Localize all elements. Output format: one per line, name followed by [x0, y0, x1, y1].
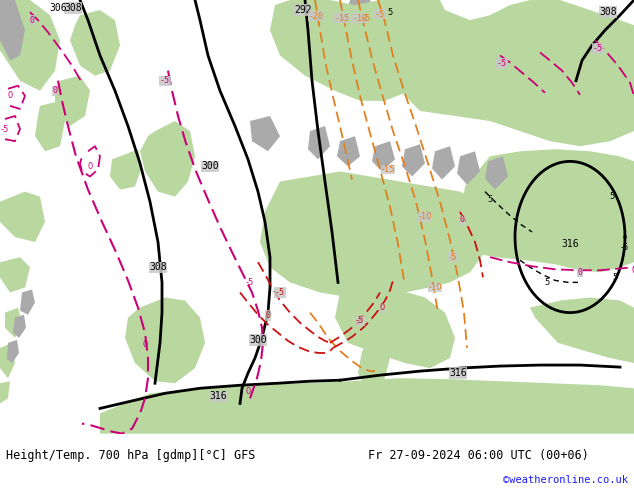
Polygon shape	[140, 121, 195, 196]
Text: Fr 27-09-2024 06:00 UTC (00+06): Fr 27-09-2024 06:00 UTC (00+06)	[368, 448, 588, 462]
Text: 0: 0	[460, 215, 465, 224]
Text: -5: -5	[356, 316, 364, 325]
Text: 0: 0	[631, 266, 634, 275]
Polygon shape	[125, 297, 205, 383]
Text: ©weatheronline.co.uk: ©weatheronline.co.uk	[503, 475, 628, 486]
Polygon shape	[0, 192, 45, 242]
Polygon shape	[0, 381, 10, 403]
Text: Height/Temp. 700 hPa [gdmp][°C] GFS: Height/Temp. 700 hPa [gdmp][°C] GFS	[6, 448, 256, 462]
Text: 300: 300	[201, 161, 219, 172]
Polygon shape	[270, 0, 450, 101]
Text: 0: 0	[8, 91, 13, 100]
Text: 0: 0	[143, 341, 148, 349]
Text: 316: 316	[449, 368, 467, 378]
Polygon shape	[5, 308, 22, 338]
Text: 308: 308	[149, 262, 167, 272]
Polygon shape	[55, 75, 90, 126]
Text: 308: 308	[599, 7, 617, 17]
Text: 316: 316	[561, 239, 579, 249]
Polygon shape	[20, 290, 35, 315]
Text: 5: 5	[545, 278, 550, 287]
Polygon shape	[7, 340, 19, 363]
Polygon shape	[485, 156, 508, 190]
Text: -5: -5	[160, 76, 170, 85]
Text: -5: -5	[593, 44, 603, 53]
Text: 0: 0	[379, 303, 385, 312]
Text: 5: 5	[387, 8, 392, 17]
Text: 0: 0	[53, 86, 58, 95]
Text: 0: 0	[245, 387, 250, 396]
Text: 5: 5	[612, 273, 618, 282]
Text: -5: -5	[275, 288, 285, 297]
Text: 308: 308	[64, 3, 82, 13]
Polygon shape	[530, 297, 634, 363]
Text: -10: -10	[418, 212, 432, 221]
Text: 316: 316	[209, 392, 227, 401]
Text: -15: -15	[335, 14, 349, 23]
Text: 0: 0	[30, 16, 34, 24]
Text: -5: -5	[246, 278, 254, 287]
Polygon shape	[432, 146, 455, 179]
Text: -10: -10	[428, 283, 442, 292]
Text: -5: -5	[375, 10, 385, 19]
Polygon shape	[457, 151, 480, 185]
Polygon shape	[260, 172, 490, 297]
Polygon shape	[335, 288, 455, 368]
Text: 306: 306	[49, 3, 67, 13]
Polygon shape	[0, 0, 60, 91]
Text: 0: 0	[578, 268, 583, 277]
Polygon shape	[100, 378, 634, 434]
Text: 0: 0	[87, 162, 93, 171]
Polygon shape	[0, 343, 15, 378]
Text: -5: -5	[449, 253, 457, 262]
Text: 300: 300	[249, 335, 267, 345]
Text: -5: -5	[363, 14, 371, 23]
Polygon shape	[70, 10, 120, 75]
Polygon shape	[390, 0, 634, 131]
Text: 5: 5	[488, 195, 493, 204]
Text: -15: -15	[381, 165, 395, 174]
Polygon shape	[402, 144, 425, 176]
Text: -10: -10	[353, 14, 368, 23]
Text: -20: -20	[309, 12, 323, 21]
Text: -5: -5	[621, 243, 629, 251]
Polygon shape	[358, 338, 390, 393]
Polygon shape	[0, 0, 25, 60]
Polygon shape	[372, 141, 395, 171]
Polygon shape	[0, 257, 30, 293]
Polygon shape	[308, 126, 330, 159]
Text: 0: 0	[266, 311, 271, 320]
Polygon shape	[337, 136, 360, 167]
Polygon shape	[390, 0, 440, 50]
Text: 292: 292	[294, 5, 312, 15]
Polygon shape	[35, 101, 65, 151]
Text: -5: -5	[497, 59, 507, 68]
Text: -5: -5	[1, 124, 9, 134]
Polygon shape	[345, 0, 380, 35]
Polygon shape	[460, 149, 634, 272]
Polygon shape	[250, 116, 280, 151]
Polygon shape	[445, 35, 634, 146]
Polygon shape	[110, 149, 142, 190]
Polygon shape	[13, 315, 26, 338]
Text: 5: 5	[609, 192, 614, 201]
